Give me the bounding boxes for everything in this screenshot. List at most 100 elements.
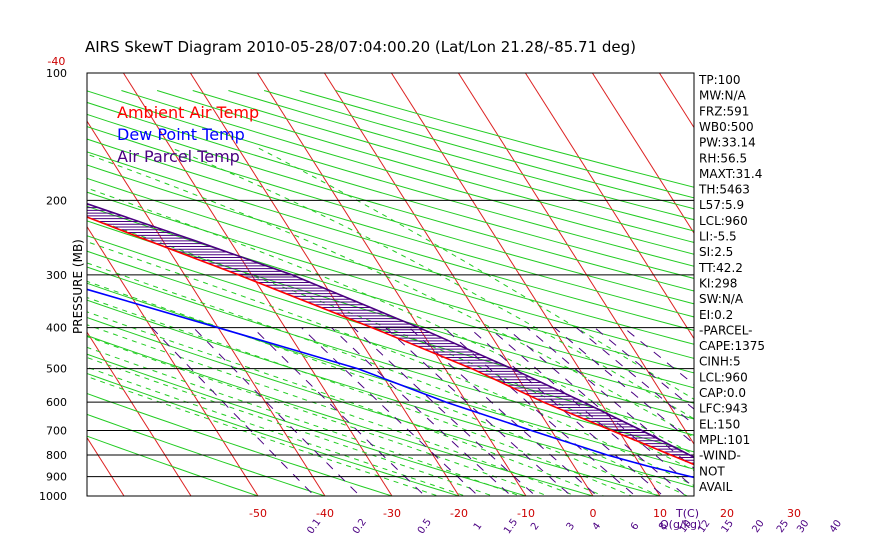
- pressure-tick-label: 400: [46, 322, 67, 335]
- cape-shading: [87, 204, 694, 464]
- dry-adiabat-line: [335, 90, 694, 188]
- pressure-tick-label: 500: [46, 363, 67, 376]
- index-item: -WIND-: [699, 449, 741, 463]
- mixing-ratio-line: [301, 327, 479, 496]
- top-temp-ticks: -120-110-100-90-80-70-60-50-40: [47, 55, 65, 68]
- index-item: MAXT:31.4: [699, 167, 762, 181]
- isotherm-line: [122, 73, 393, 496]
- index-item: L57:5.9: [699, 198, 744, 212]
- moist-adiabat-line: [256, 147, 694, 400]
- index-item: MPL:101: [699, 433, 750, 447]
- index-item: MW:N/A: [699, 89, 747, 103]
- mixing-ratio-tick-label: 40: [828, 518, 844, 535]
- mixing-ratio-tick-label: 0.2: [351, 517, 369, 536]
- mixing-ratio-tick-label: 15: [720, 518, 736, 535]
- pressure-tick-label: 300: [46, 269, 67, 282]
- isotherm-line: [524, 73, 694, 340]
- moist-adiabat-line: [87, 375, 440, 496]
- bottom-temp-tick-label: 0: [590, 507, 597, 520]
- moist-adiabat-line: [87, 335, 550, 496]
- bottom-temp-tick-label: 30: [787, 507, 801, 520]
- isotherm-line: [591, 73, 694, 234]
- index-item: LFC:943: [699, 402, 748, 416]
- mixing-ratio-tick-label: 2: [529, 521, 542, 533]
- top-temp-tick-label: -40: [47, 55, 65, 68]
- ambient-temp-line: [87, 216, 694, 466]
- plot-frame: [86, 72, 695, 497]
- index-item: CAP:0.0: [699, 386, 746, 400]
- mixing-ratio-line: [443, 327, 637, 496]
- dry-adiabat-line: [87, 353, 528, 496]
- pressure-tick-labels: 100 200 300 400 500 600 700 800 900 1000: [39, 67, 67, 503]
- mixing-ratio-line: [505, 327, 694, 488]
- dry-adiabat-line: [156, 90, 694, 243]
- moist-adiabat-line: [87, 280, 661, 496]
- dry-adiabat-line: [87, 191, 694, 374]
- dry-adiabat-line: [87, 113, 694, 292]
- pressure-tick-label: 800: [46, 449, 67, 462]
- index-item: LI:-5.5: [699, 230, 737, 244]
- index-item: SW:N/A: [699, 292, 744, 306]
- moist-adiabat-line: [87, 187, 694, 456]
- isotherm-line: [457, 73, 694, 445]
- mixing-ratio-tick-label: 8: [657, 521, 670, 533]
- index-item: TH:5463: [698, 183, 750, 197]
- index-item: EL:150: [699, 417, 740, 431]
- moist-adiabat-line: [87, 262, 689, 496]
- bottom-temp-tick-label: -20: [450, 507, 468, 520]
- index-item: TP:100: [698, 73, 741, 87]
- index-item: CINH:5: [699, 355, 741, 369]
- y-axis-label: PRESSURE (MB): [71, 239, 85, 334]
- bottom-temp-tick-label: -30: [383, 507, 401, 520]
- mixing-ratio-line: [554, 327, 694, 445]
- mixing-ratio-tick-label: 3: [565, 521, 578, 533]
- mixing-ratio-line: [193, 327, 361, 496]
- dewpoint-line: [87, 288, 694, 479]
- parcel-temp-line: [87, 202, 694, 459]
- index-item: LCL:960: [699, 370, 748, 384]
- index-item: WB0:500: [699, 120, 754, 134]
- bottom-temp-tick-label: -40: [316, 507, 334, 520]
- bottom-temp-tick-label: 10: [653, 507, 667, 520]
- dry-adiabat-line: [87, 164, 694, 345]
- index-item: EI:0.2: [699, 308, 733, 322]
- mixing-ratio-line: [252, 327, 426, 496]
- index-item: AVAIL: [699, 480, 733, 494]
- isotherm-line: [256, 73, 527, 496]
- bottom-temp-tick-label: 20: [720, 507, 734, 520]
- mixing-ratio-line: [526, 327, 694, 469]
- pressure-tick-label: 100: [46, 67, 67, 80]
- index-item: RH:56.5: [699, 151, 747, 165]
- dry-adiabat-line: [87, 126, 694, 305]
- mixing-ratio-line: [488, 327, 687, 496]
- dry-adiabat-line: [87, 435, 260, 496]
- dry-adiabat-line: [87, 177, 694, 359]
- mixing-ratio-tick-label: 20: [750, 518, 766, 535]
- dry-adiabat-line: [87, 101, 694, 279]
- legend-entry: Dew Point Temp: [117, 125, 245, 144]
- index-item: -PARCEL-: [699, 323, 753, 337]
- dry-adiabat-line: [87, 266, 694, 453]
- mixing-ratio-tick-label: 25: [775, 518, 791, 535]
- index-item: FRZ:591: [699, 104, 749, 118]
- mixing-ratio-tick-label: 4: [591, 521, 604, 533]
- index-item: TT:42.2: [698, 261, 743, 275]
- dry-adiabat-line: [299, 90, 694, 199]
- mixing-ratio-tick-label: 6: [629, 521, 642, 533]
- index-item: SI:2.5: [699, 245, 733, 259]
- bottom-temp-ticks: -50 -40 -30 -20 -10 0 10 20 30: [249, 507, 801, 520]
- dry-adiabat-line: [121, 90, 694, 255]
- pressure-tick-label: 200: [46, 194, 67, 207]
- isotherm-line: [87, 331, 192, 496]
- mixing-ratio-tick-label: 0.5: [416, 517, 434, 536]
- index-item: PW:33.14: [699, 136, 756, 150]
- dry-adiabat-line: [87, 235, 694, 420]
- dry-adiabat-line: [87, 138, 694, 318]
- mixing-ratio-unit-label: Q(g/kg): [660, 518, 701, 531]
- moist-adiabat-line: [87, 311, 605, 496]
- dry-adiabat-line: [87, 372, 461, 496]
- dry-adiabat-line: [87, 413, 327, 496]
- bottom-temp-tick-label: -50: [249, 507, 267, 520]
- series-layer: [87, 202, 694, 479]
